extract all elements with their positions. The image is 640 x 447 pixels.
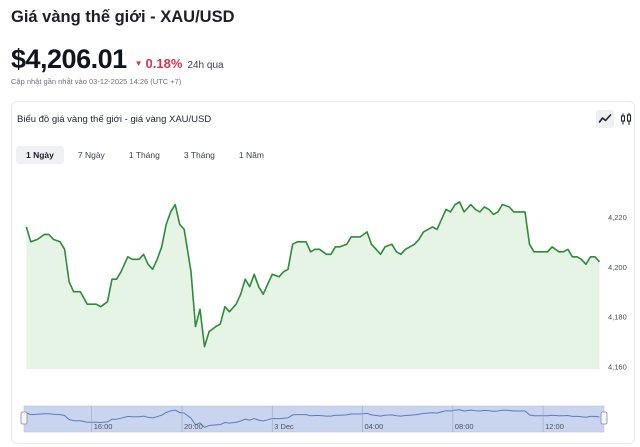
chart-card-title: Biểu đồ giá vàng thế giới - giá vàng XAU… [17, 114, 212, 125]
change-percent: 0.18% [145, 56, 183, 71]
line-chart-button[interactable] [596, 110, 614, 128]
last-updated: Cập nhật gần nhất vào 03-12-2025 14:26 (… [11, 77, 182, 86]
y-tick-label: 4,180 [608, 313, 627, 322]
x-tick-label: 08:00 [455, 422, 474, 431]
price-change: ▼ 0.18% 24h qua [135, 56, 224, 71]
candlestick-button[interactable] [617, 110, 635, 128]
price-summary: $4,206.01 ▼ 0.18% 24h qua [11, 44, 224, 75]
x-tick-label: 20:00 [184, 422, 203, 431]
x-tick-label: 04:00 [365, 422, 384, 431]
navigator-handle-left[interactable] [20, 411, 28, 425]
range-tabs: 1 Ngày 7 Ngày 1 Tháng 3 Tháng 1 Năm [16, 146, 278, 164]
chart-card: Biểu đồ giá vàng thế giới - giá vàng XAU… [11, 101, 635, 444]
tab-1-day[interactable]: 1 Ngày [16, 146, 64, 164]
x-tick-label: 16:00 [94, 422, 113, 431]
price-line [25, 201, 601, 348]
change-period: 24h qua [187, 60, 224, 71]
x-tick-label: 12:00 [545, 422, 564, 431]
tab-3-months[interactable]: 3 Tháng [183, 150, 215, 160]
price-area [26, 202, 600, 369]
line-chart-icon [598, 114, 612, 123]
candlestick-icon [620, 113, 632, 125]
y-tick-label: 4,200 [608, 263, 627, 272]
page-title: Giá vàng thế giới - XAU/USD [11, 8, 235, 26]
price-chart[interactable]: 4,160 4,180 4,200 4,220 16:00 20:00 3 Dec 04:00… [12, 102, 634, 443]
navigator-line [26, 409, 600, 428]
x-tick-label: 3 Dec [274, 422, 294, 431]
tab-1-year[interactable]: 1 Năm [238, 150, 264, 160]
tab-1-month[interactable]: 1 Tháng [128, 150, 160, 160]
tab-7-days[interactable]: 7 Ngày [77, 150, 105, 160]
y-tick-label: 4,220 [608, 213, 627, 222]
navigator-handle-right[interactable] [600, 411, 608, 425]
y-tick-label: 4,160 [608, 363, 627, 372]
current-price: $4,206.01 [11, 44, 127, 74]
down-arrow-icon: ▼ [134, 59, 143, 68]
